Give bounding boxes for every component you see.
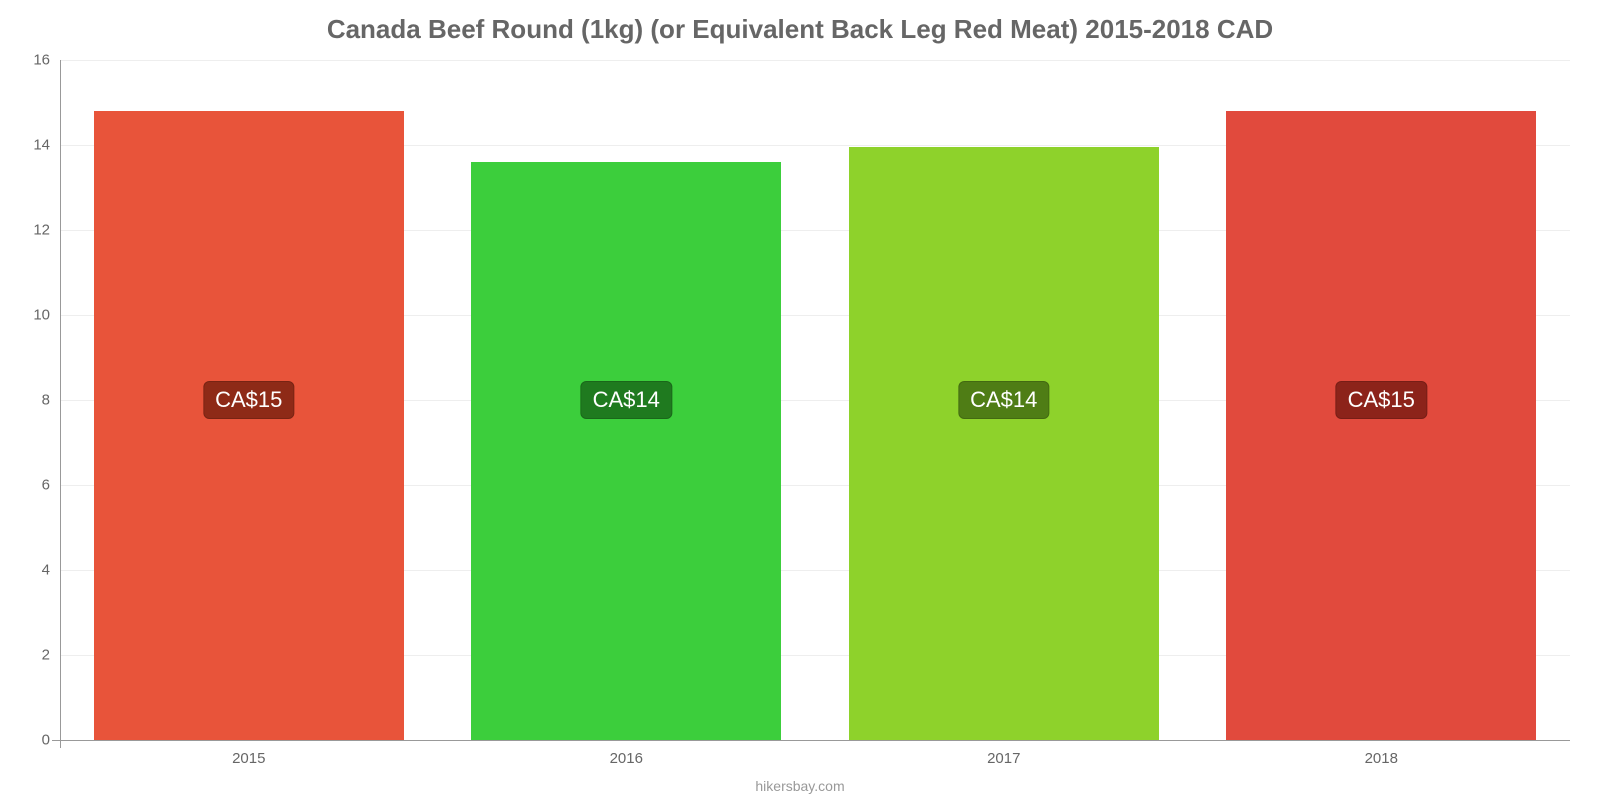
y-axis-line: [60, 60, 61, 748]
x-tick-label: 2015: [232, 740, 265, 767]
x-axis-line: [52, 740, 1570, 741]
chart-container: Canada Beef Round (1kg) (or Equivalent B…: [0, 0, 1600, 800]
bar: [1226, 111, 1536, 740]
bar-value-label: CA$15: [203, 381, 294, 419]
y-tick-label: 12: [33, 222, 60, 239]
grid-line: [60, 60, 1570, 61]
bar-value-label: CA$15: [1336, 381, 1427, 419]
bar-value-label: CA$14: [958, 381, 1049, 419]
y-tick-label: 8: [42, 392, 60, 409]
bar-value-label: CA$14: [581, 381, 672, 419]
y-tick-label: 2: [42, 647, 60, 664]
y-tick-label: 4: [42, 562, 60, 579]
bar: [94, 111, 404, 740]
chart-footer: hikersbay.com: [0, 778, 1600, 794]
x-tick-label: 2016: [610, 740, 643, 767]
bar: [471, 162, 781, 740]
y-tick-label: 14: [33, 137, 60, 154]
x-tick-label: 2018: [1365, 740, 1398, 767]
y-tick-label: 6: [42, 477, 60, 494]
y-tick-label: 10: [33, 307, 60, 324]
chart-title: Canada Beef Round (1kg) (or Equivalent B…: [0, 0, 1600, 45]
y-tick-label: 16: [33, 52, 60, 69]
plot-area: 02468101214162015CA$152016CA$142017CA$14…: [60, 60, 1570, 740]
x-tick-label: 2017: [987, 740, 1020, 767]
bar: [849, 147, 1159, 740]
